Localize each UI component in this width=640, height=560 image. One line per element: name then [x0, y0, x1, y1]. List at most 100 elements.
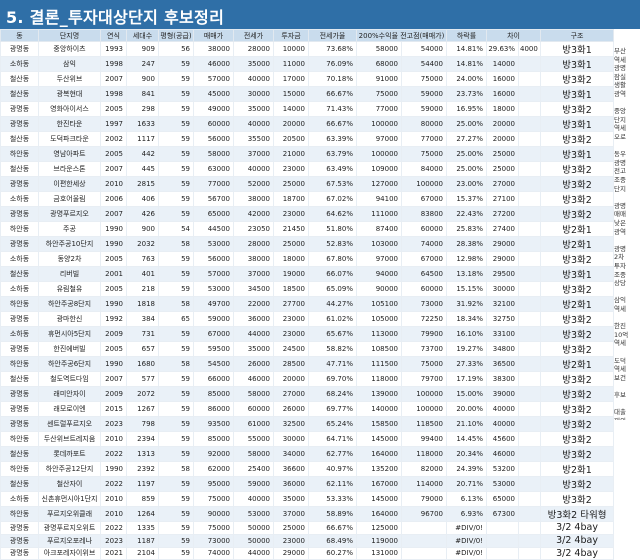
table-cell[interactable]: 25000	[273, 521, 309, 535]
table-cell[interactable]: 75000	[193, 491, 234, 507]
table-cell[interactable]	[518, 461, 542, 477]
table-cell[interactable]: 49700	[193, 296, 234, 312]
table-cell[interactable]: 59500	[193, 341, 234, 357]
table-cell[interactable]: 38300	[486, 371, 520, 387]
table-cell[interactable]: 광명푸르지오	[38, 206, 101, 222]
table-cell[interactable]: 53000	[193, 236, 234, 252]
table-cell[interactable]: 2010	[100, 506, 127, 522]
table-cell[interactable]: 59000	[400, 101, 448, 117]
table-cell[interactable]: 40.97%	[308, 461, 357, 477]
table-cell[interactable]: 247	[126, 56, 159, 72]
table-cell[interactable]: 54000	[400, 41, 448, 57]
table-cell[interactable]: 40000	[233, 491, 274, 507]
table-cell[interactable]	[518, 191, 542, 207]
table-cell[interactable]: 97000	[356, 131, 402, 147]
table-cell[interactable]: 철산자이	[38, 476, 101, 492]
table-cell[interactable]: 67.80%	[308, 251, 357, 267]
table-cell[interactable]: 53000	[486, 476, 520, 492]
table-cell[interactable]: 58.82%	[308, 341, 357, 357]
table-row[interactable]: 소하동 삼익 1998 247 59 46000 35000 11000 76.09% 68000…	[0, 56, 615, 72]
table-cell[interactable]: 한진타운	[38, 116, 101, 132]
table-cell[interactable]: 65.67%	[308, 326, 357, 342]
table-cell[interactable]: 218	[126, 281, 159, 297]
table-cell[interactable]: 32750	[486, 311, 520, 327]
table-cell[interactable]: 127000	[356, 176, 402, 192]
table-cell[interactable]: 36500	[486, 356, 520, 372]
table-cell[interactable]: 59	[158, 371, 194, 387]
table-cell[interactable]	[518, 476, 542, 492]
table-cell[interactable]	[400, 533, 448, 548]
table-cell[interactable]: 100000	[400, 386, 448, 402]
table-cell[interactable]: 소하동	[0, 56, 39, 72]
table-cell[interactable]: 16000	[486, 86, 520, 102]
table-cell[interactable]: 72250	[400, 311, 448, 327]
table-cell[interactable]: 하안주공12단지	[38, 461, 101, 477]
table-cell[interactable]: 114000	[400, 476, 448, 492]
table-cell[interactable]: 래미안자이	[38, 386, 101, 402]
table-row[interactable]: 소하동 신촌휴먼시아1단지 2010 859 59 75000 40000 35000 53.3…	[0, 491, 615, 507]
table-cell[interactable]: 84000	[400, 161, 448, 177]
table-cell[interactable]: 광명동	[0, 521, 39, 535]
table-cell[interactable]: 푸르지오위클래	[38, 506, 101, 522]
table-cell[interactable]: 28000	[233, 41, 274, 57]
table-cell[interactable]: 47.71%	[308, 356, 357, 372]
table-cell[interactable]: 방3화2	[540, 176, 615, 192]
table-row[interactable]: 광명동 래미안자이 2009 2072 59 85000 58000 27000 68.24% 1…	[0, 386, 615, 402]
table-cell[interactable]: 광명푸르지오위트	[38, 521, 101, 535]
table-cell[interactable]	[518, 221, 542, 237]
table-cell[interactable]: 2005	[100, 101, 127, 117]
table-cell[interactable]: 65.09%	[308, 281, 357, 297]
table-cell[interactable]: 55000	[233, 431, 274, 447]
table-cell[interactable]: 59	[158, 476, 194, 492]
table-row[interactable]: 광명동 중앙하이츠 1993 909 56 38000 28000 10000 73.68% 58…	[0, 41, 615, 57]
table-cell[interactable]: 59	[158, 146, 194, 162]
table-cell[interactable]: 131000	[356, 546, 402, 560]
table-cell[interactable]: 리버빌	[38, 266, 101, 282]
table-cell[interactable]: 26000	[233, 356, 274, 372]
table-cell[interactable]: 66.67%	[308, 86, 357, 102]
table-cell[interactable]: 67300	[486, 506, 520, 522]
table-cell[interactable]: 주공	[38, 221, 101, 237]
table-cell[interactable]: 54	[158, 221, 194, 237]
table-cell[interactable]: 철산동	[0, 266, 39, 282]
table-row[interactable]: 광명동 래모로이엔 2015 1267 59 86000 60000 26000 69.77% 1…	[0, 401, 615, 417]
table-cell[interactable]: 59	[158, 491, 194, 507]
table-cell[interactable]: 86000	[193, 401, 234, 417]
table-cell[interactable]: 휴먼시아5단지	[38, 326, 101, 342]
table-cell[interactable]: 2006	[100, 191, 127, 207]
table-cell[interactable]	[518, 533, 542, 548]
table-cell[interactable]: 33100	[486, 326, 520, 342]
table-cell[interactable]: 6.13%	[446, 491, 488, 507]
table-cell[interactable]: 61000	[233, 416, 274, 432]
table-cell[interactable]	[518, 116, 542, 132]
table-cell[interactable]: 59	[158, 533, 194, 548]
table-cell[interactable]: 브라운스톤	[38, 161, 101, 177]
table-cell[interactable]: 25000	[486, 161, 520, 177]
table-cell[interactable]: 소하동	[0, 491, 39, 507]
table-cell[interactable]: 90000	[193, 506, 234, 522]
table-cell[interactable]: 118000	[400, 446, 448, 462]
table-cell[interactable]	[400, 521, 448, 535]
table-cell[interactable]: 59	[158, 446, 194, 462]
table-cell[interactable]: 58000	[233, 446, 274, 462]
table-cell[interactable]: 119000	[356, 533, 402, 548]
table-cell[interactable]: 2032	[126, 236, 159, 252]
table-cell[interactable]: 24.00%	[446, 71, 488, 87]
table-cell[interactable]: 소하동	[0, 281, 39, 297]
table-cell[interactable]: 36600	[273, 461, 309, 477]
table-cell[interactable]: 59	[158, 131, 194, 147]
table-cell[interactable]: 6.93%	[446, 506, 488, 522]
table-cell[interactable]: 59	[158, 326, 194, 342]
table-cell[interactable]	[518, 176, 542, 192]
table-cell[interactable]	[518, 56, 542, 72]
table-cell[interactable]: 59	[158, 386, 194, 402]
table-cell[interactable]: 40000	[233, 71, 274, 87]
table-cell[interactable]: 23000	[273, 206, 309, 222]
table-cell[interactable]: 2005	[100, 251, 127, 267]
table-cell[interactable]: 80000	[400, 116, 448, 132]
table-row[interactable]: 하안동 두산위브트레지움 2010 2394 59 85000 55000 30000 64.7…	[0, 431, 615, 447]
table-cell[interactable]: 1267	[126, 401, 159, 417]
table-cell[interactable]: 20500	[273, 131, 309, 147]
table-cell[interactable]: 27.27%	[446, 131, 488, 147]
table-cell[interactable]: 35000	[233, 341, 274, 357]
